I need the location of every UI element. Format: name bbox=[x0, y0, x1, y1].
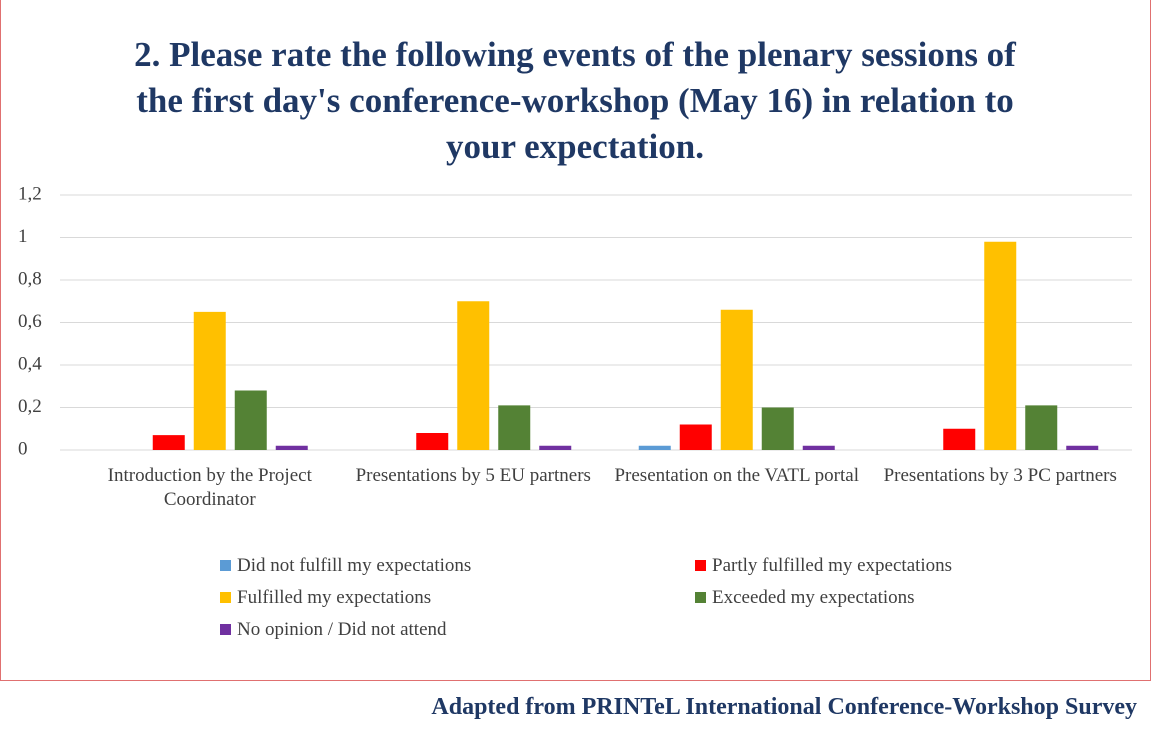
legend-label: No opinion / Did not attend bbox=[237, 619, 447, 640]
legend-label: Fulfilled my expectations bbox=[237, 587, 432, 608]
bar bbox=[802, 445, 835, 450]
y-tick-label: 0 bbox=[18, 438, 28, 459]
legend-swatch bbox=[695, 592, 706, 603]
bar bbox=[679, 424, 712, 450]
legend-swatch bbox=[695, 560, 706, 571]
legend-item: Fulfilled my expectations bbox=[220, 587, 431, 609]
bar bbox=[638, 445, 671, 450]
legend-swatch bbox=[220, 560, 231, 571]
bar bbox=[234, 390, 267, 450]
legend-label: Exceeded my expectations bbox=[712, 587, 915, 608]
bar bbox=[193, 311, 226, 450]
y-tick-label: 1 bbox=[18, 226, 28, 247]
bar bbox=[498, 405, 531, 450]
legend-swatch bbox=[220, 624, 231, 635]
bar bbox=[1025, 405, 1058, 450]
y-tick-label: 0,6 bbox=[18, 311, 42, 332]
x-tick-label: Presentations by 3 PC partners bbox=[883, 465, 1117, 486]
bar bbox=[761, 407, 794, 450]
bar bbox=[275, 445, 308, 450]
y-tick-label: 0,4 bbox=[18, 353, 42, 374]
bar bbox=[457, 301, 490, 450]
bar bbox=[152, 435, 185, 450]
y-tick-label: 1,2 bbox=[18, 183, 42, 204]
x-tick-label: Presentations by 5 EU partners bbox=[355, 465, 591, 486]
bar bbox=[720, 309, 753, 450]
bar bbox=[1066, 445, 1099, 450]
x-tick-label: Presentation on the VATL portal bbox=[614, 465, 859, 486]
chart-title: 2. Please rate the following events of t… bbox=[134, 35, 1016, 166]
legend-swatch bbox=[220, 592, 231, 603]
source: Adapted from PRINTeL International Confe… bbox=[431, 694, 1137, 720]
y-tick-label: 0,2 bbox=[18, 396, 42, 417]
bar bbox=[416, 433, 449, 450]
legend-item: Partly fulfilled my expectations bbox=[695, 555, 952, 577]
legend-label: Did not fulfill my expectations bbox=[237, 555, 472, 576]
x-tick-label: Introduction by the Project Coordinator bbox=[107, 465, 312, 510]
bar bbox=[984, 241, 1017, 450]
legend-item: No opinion / Did not attend bbox=[220, 619, 447, 641]
bar bbox=[943, 428, 976, 450]
legend-label: Partly fulfilled my expectations bbox=[712, 555, 953, 576]
y-tick-label: 0,8 bbox=[18, 268, 42, 289]
bar bbox=[539, 445, 572, 450]
legend-item: Exceeded my expectations bbox=[695, 587, 915, 609]
legend-item: Did not fulfill my expectations bbox=[220, 555, 471, 577]
